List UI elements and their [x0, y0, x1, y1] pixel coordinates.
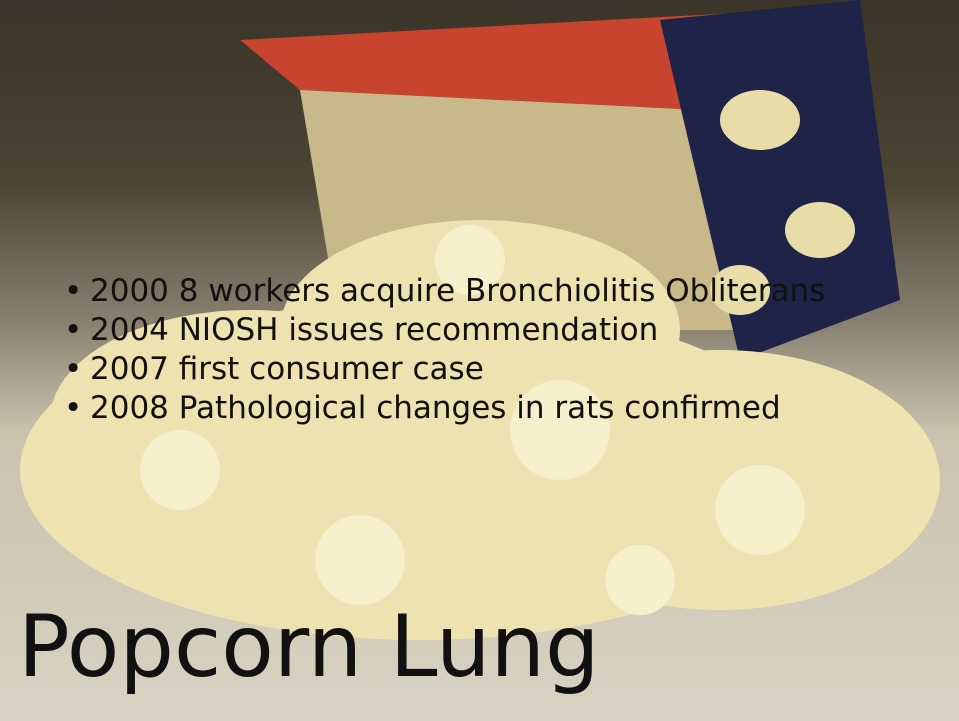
bag-top [240, 10, 790, 110]
bullet: 2004 NIOSH issues recommendation [60, 311, 860, 350]
bullet: 2007 first consumer case [60, 350, 860, 389]
bullet: 2008 Pathological changes in rats confir… [60, 389, 860, 428]
bullet: 2000 8 workers acquire Bronchiolitis Obl… [60, 272, 860, 311]
bag-side [660, 0, 900, 360]
slide-title: Popcorn Lung [18, 597, 600, 697]
bullet-list: 2000 8 workers acquire Bronchiolitis Obl… [60, 272, 860, 428]
